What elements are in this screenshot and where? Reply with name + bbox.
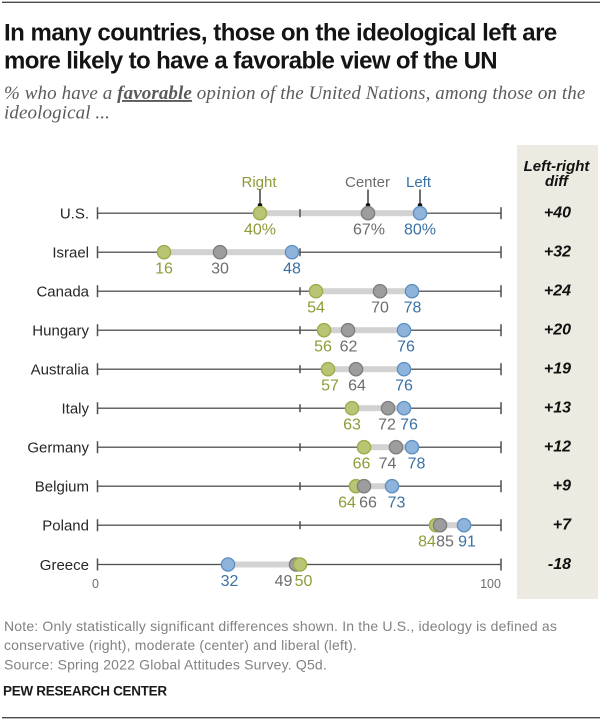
svg-text:57: 57 <box>321 378 339 395</box>
svg-text:% who have a favorable opinion: % who have a favorable opinion of the Un… <box>4 83 585 104</box>
svg-text:Germany: Germany <box>27 440 89 457</box>
svg-text:66: 66 <box>353 456 371 473</box>
svg-text:64: 64 <box>338 495 356 512</box>
svg-text:-18: -18 <box>548 556 571 573</box>
svg-text:62: 62 <box>340 339 358 356</box>
svg-text:73: 73 <box>388 495 406 512</box>
svg-text:Left-right: Left-right <box>524 158 591 175</box>
svg-text:16: 16 <box>155 261 173 278</box>
svg-text:56: 56 <box>314 339 332 356</box>
svg-text:+12: +12 <box>544 439 571 456</box>
svg-text:more likely to have a favorabl: more likely to have a favorable view of … <box>4 48 497 75</box>
svg-text:78: 78 <box>404 300 422 317</box>
svg-text:40%: 40% <box>244 222 276 239</box>
svg-text:Source: Spring 2022 Global Att: Source: Spring 2022 Global Attitudes Sur… <box>4 657 327 673</box>
svg-text:Belgium: Belgium <box>35 479 89 496</box>
svg-text:70: 70 <box>371 300 389 317</box>
svg-text:Left: Left <box>406 174 432 191</box>
svg-text:54: 54 <box>307 300 325 317</box>
svg-text:Greece: Greece <box>40 557 89 574</box>
svg-text:100: 100 <box>480 577 501 591</box>
svg-text:Australia: Australia <box>31 362 90 379</box>
svg-text:conservative (right), moderate: conservative (right), moderate (center) … <box>4 637 357 653</box>
svg-text:64: 64 <box>348 378 366 395</box>
svg-text:76: 76 <box>395 378 413 395</box>
svg-text:48: 48 <box>283 261 301 278</box>
svg-text:84: 84 <box>418 534 436 551</box>
svg-text:76: 76 <box>397 339 415 356</box>
svg-text:+19: +19 <box>544 361 571 378</box>
svg-text:Poland: Poland <box>42 518 89 535</box>
svg-text:Note: Only statistically signi: Note: Only statistically significant dif… <box>4 618 557 634</box>
svg-text:+9: +9 <box>553 478 571 495</box>
svg-text:Hungary: Hungary <box>32 323 89 340</box>
svg-text:Canada: Canada <box>36 284 89 301</box>
svg-text:0: 0 <box>92 577 99 591</box>
svg-text:63: 63 <box>343 417 361 434</box>
svg-text:+40: +40 <box>544 205 571 222</box>
svg-text:91: 91 <box>458 534 476 551</box>
svg-text:72: 72 <box>378 417 396 434</box>
svg-text:PEW RESEARCH CENTER: PEW RESEARCH CENTER <box>3 684 167 699</box>
svg-text:+32: +32 <box>544 244 571 261</box>
svg-text:+7: +7 <box>553 517 572 534</box>
svg-text:Center: Center <box>345 174 390 191</box>
svg-text:In many countries, those on th: In many countries, those on the ideologi… <box>4 19 557 46</box>
svg-text:Israel: Israel <box>52 245 89 262</box>
svg-text:Right: Right <box>241 174 277 191</box>
svg-text:diff: diff <box>545 173 570 190</box>
svg-text:76: 76 <box>400 417 418 434</box>
svg-text:74: 74 <box>379 456 397 473</box>
svg-text:U.S.: U.S. <box>60 206 89 223</box>
svg-text:66: 66 <box>359 495 377 512</box>
svg-text:49: 49 <box>275 573 293 590</box>
svg-text:50: 50 <box>295 573 313 590</box>
svg-text:85: 85 <box>436 534 454 551</box>
svg-text:32: 32 <box>221 573 239 590</box>
svg-text:30: 30 <box>211 261 229 278</box>
svg-text:+24: +24 <box>544 283 571 300</box>
svg-text:+13: +13 <box>544 400 571 417</box>
svg-text:67%: 67% <box>353 222 385 239</box>
svg-text:ideological ...: ideological ... <box>4 103 110 124</box>
svg-text:80%: 80% <box>404 222 436 239</box>
svg-text:78: 78 <box>408 456 426 473</box>
svg-text:Italy: Italy <box>61 401 89 418</box>
svg-text:+20: +20 <box>544 322 571 339</box>
